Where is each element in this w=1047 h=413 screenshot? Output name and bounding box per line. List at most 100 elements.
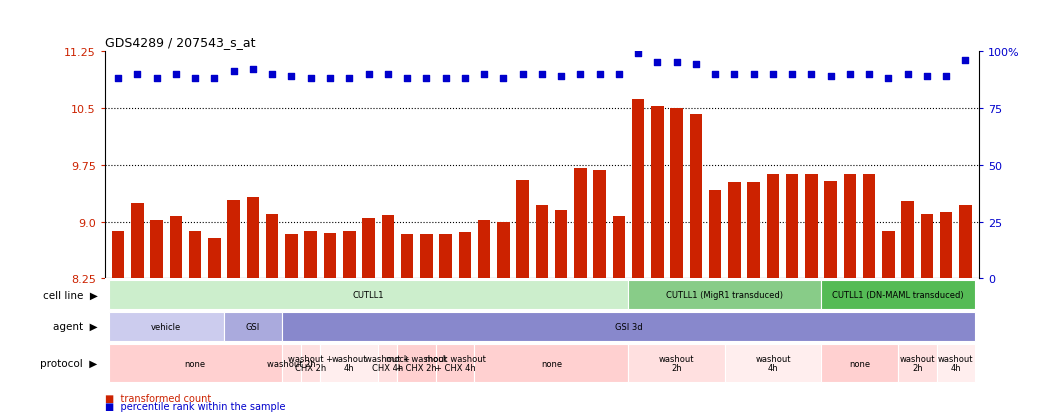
Bar — [131, 203, 143, 279]
Bar — [594, 171, 606, 279]
Bar — [282, 312, 975, 341]
Point — [399, 76, 416, 82]
Point — [533, 71, 551, 78]
Bar — [574, 169, 586, 279]
Text: agent  ▶: agent ▶ — [53, 322, 97, 332]
Text: none: none — [184, 359, 206, 368]
Bar — [170, 217, 182, 279]
Point — [957, 57, 974, 64]
Point — [861, 71, 877, 78]
Text: CUTLL1 (DN-MAML transduced): CUTLL1 (DN-MAML transduced) — [832, 290, 964, 299]
Text: CUTLL1: CUTLL1 — [353, 290, 384, 299]
Text: CUTLL1 (MigR1 transduced): CUTLL1 (MigR1 transduced) — [666, 290, 783, 299]
Bar — [805, 174, 818, 279]
Point — [803, 71, 820, 78]
Point — [899, 71, 916, 78]
Bar — [497, 222, 510, 279]
Bar — [766, 175, 779, 279]
Text: washout +
CHX 2h: washout + CHX 2h — [288, 354, 333, 373]
Bar — [863, 175, 875, 279]
Point — [764, 71, 781, 78]
Point — [438, 76, 454, 82]
Bar — [208, 239, 221, 279]
Bar — [786, 174, 799, 279]
Bar — [398, 344, 436, 382]
Bar — [227, 201, 240, 279]
Bar — [305, 232, 317, 279]
Bar — [247, 198, 260, 279]
Point — [418, 76, 435, 82]
Bar — [440, 234, 452, 279]
Bar — [628, 344, 725, 382]
Point — [321, 76, 338, 82]
Text: mock washout
+ CHX 4h: mock washout + CHX 4h — [425, 354, 486, 373]
Point — [206, 76, 223, 82]
Bar — [151, 221, 163, 279]
Text: none: none — [541, 359, 562, 368]
Text: mock washout
+ CHX 2h: mock washout + CHX 2h — [386, 354, 447, 373]
Text: GDS4289 / 207543_s_at: GDS4289 / 207543_s_at — [105, 36, 255, 49]
Text: GSI: GSI — [246, 322, 260, 331]
Text: washout +
CHX 4h: washout + CHX 4h — [365, 354, 410, 373]
Point — [688, 62, 705, 69]
Bar — [109, 344, 282, 382]
Point — [225, 69, 242, 76]
Point — [745, 71, 762, 78]
Bar — [725, 344, 821, 382]
Point — [668, 60, 685, 66]
Bar — [901, 202, 914, 279]
Point — [379, 71, 396, 78]
Text: protocol  ▶: protocol ▶ — [41, 358, 97, 368]
Bar — [282, 344, 302, 382]
Text: none: none — [849, 359, 870, 368]
Bar — [824, 182, 837, 279]
Bar — [320, 344, 378, 382]
Point — [245, 66, 262, 73]
Bar — [109, 312, 224, 341]
Bar — [821, 344, 898, 382]
Bar — [728, 183, 740, 279]
Bar — [266, 214, 279, 279]
Bar — [477, 221, 490, 279]
Bar — [378, 344, 398, 382]
Point — [110, 76, 127, 82]
Bar — [420, 235, 432, 279]
Bar — [224, 312, 282, 341]
Point — [360, 71, 377, 78]
Point — [168, 71, 184, 78]
Bar — [324, 233, 336, 279]
Bar — [362, 218, 375, 279]
Bar — [536, 205, 548, 279]
Text: vehicle: vehicle — [151, 322, 181, 331]
Text: washout
2h: washout 2h — [899, 354, 935, 373]
Bar — [937, 344, 975, 382]
Point — [842, 71, 859, 78]
Point — [881, 76, 897, 82]
Point — [553, 74, 570, 80]
Bar — [821, 280, 975, 309]
Point — [784, 71, 801, 78]
Text: cell line  ▶: cell line ▶ — [43, 290, 97, 300]
Point — [264, 71, 281, 78]
Bar — [112, 231, 125, 279]
Bar — [612, 217, 625, 279]
Point — [592, 71, 608, 78]
Point — [495, 76, 512, 82]
Text: ■  percentile rank within the sample: ■ percentile rank within the sample — [105, 401, 285, 411]
Bar — [555, 211, 567, 279]
Point — [610, 71, 627, 78]
Bar — [516, 180, 529, 279]
Point — [629, 51, 646, 57]
Text: GSI 3d: GSI 3d — [615, 322, 642, 331]
Point — [303, 76, 319, 82]
Bar — [670, 109, 683, 279]
Text: washout
2h: washout 2h — [659, 354, 694, 373]
Bar — [748, 183, 760, 279]
Bar — [628, 280, 821, 309]
Point — [341, 76, 358, 82]
Bar — [474, 344, 628, 382]
Text: washout 2h: washout 2h — [267, 359, 316, 368]
Bar — [302, 344, 320, 382]
Point — [726, 71, 742, 78]
Bar — [343, 232, 356, 279]
